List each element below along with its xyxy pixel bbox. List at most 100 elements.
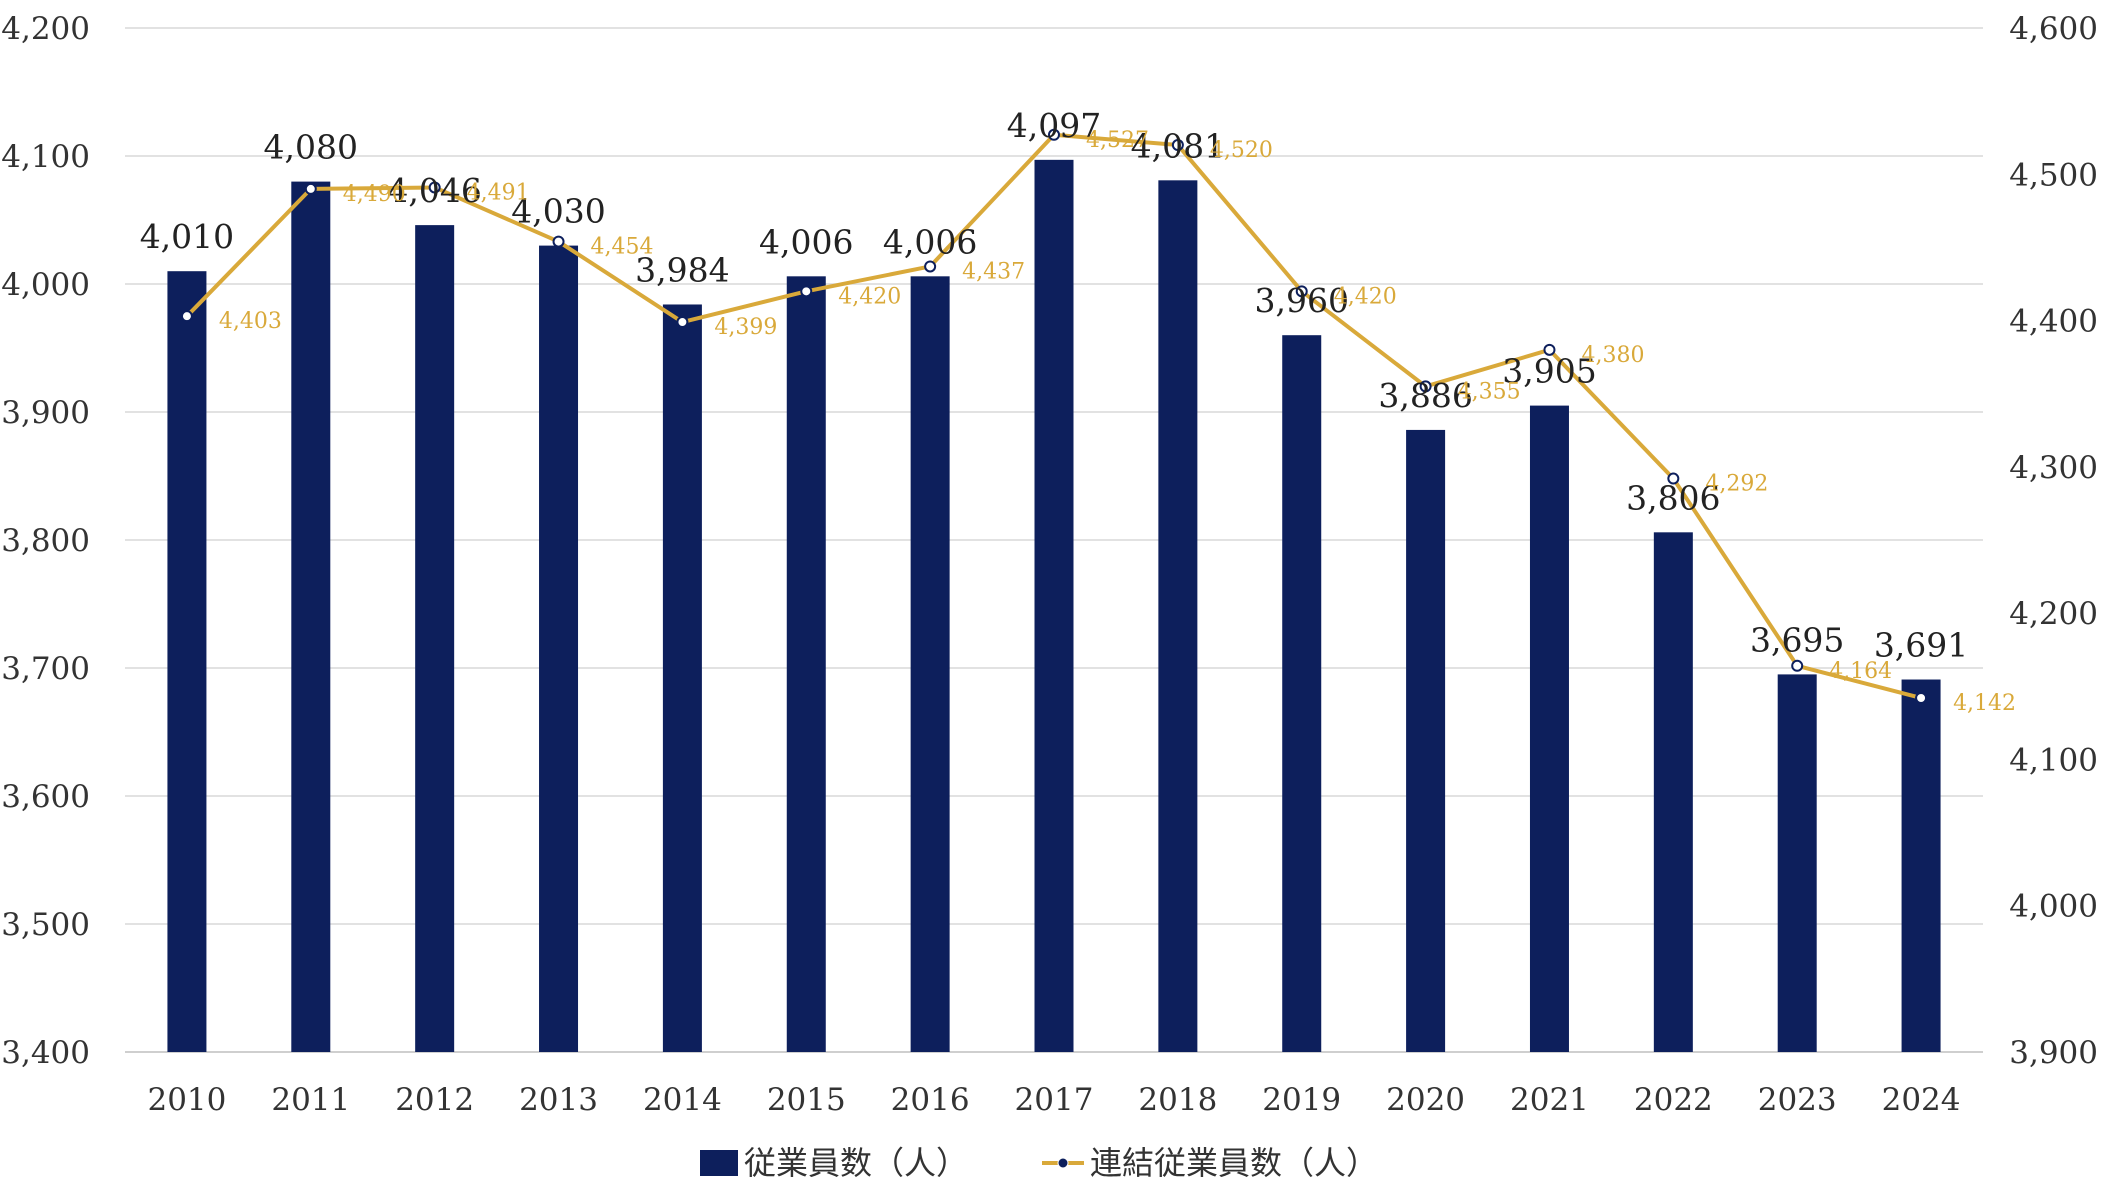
x-tick-label: 2010 — [147, 1082, 226, 1118]
x-tick-label: 2013 — [519, 1082, 598, 1118]
line-point — [924, 260, 937, 273]
x-tick-label: 2023 — [1758, 1082, 1837, 1118]
bar-data-labels: 4,010 4,080 4,046 4,030 3,984 4,006 4,006 4,097… — [140, 106, 1969, 665]
bar — [1529, 405, 1569, 1053]
line-data-label: 4,142 — [1953, 691, 2016, 716]
line-data-label: 4,520 — [1210, 138, 1273, 163]
line-point — [1791, 659, 1804, 672]
bar-data-label: 3,960 — [1254, 281, 1348, 320]
x-tick-label: 2016 — [891, 1082, 970, 1118]
left-tick-label: 3,700 — [1, 651, 90, 687]
bar — [1653, 532, 1693, 1052]
line-data-label: 4,380 — [1581, 343, 1644, 368]
right-tick-label: 4,100 — [2009, 742, 2098, 778]
line-point — [1295, 285, 1308, 298]
right-tick-label: 4,300 — [2009, 450, 2098, 486]
legend-bar-swatch — [700, 1150, 738, 1176]
line-data-label: 4,420 — [838, 284, 901, 309]
line-point — [800, 285, 813, 298]
bar — [1406, 429, 1446, 1052]
line-data-label: 4,292 — [1705, 472, 1768, 497]
bar-data-label: 3,886 — [1378, 376, 1472, 415]
line-point — [1171, 139, 1184, 152]
line-data-label: 4,399 — [714, 315, 777, 340]
x-tick-label: 2011 — [271, 1082, 350, 1118]
right-tick-label: 4,000 — [2009, 889, 2098, 925]
right-tick-label: 4,600 — [2009, 11, 2098, 47]
line-data-label: 4,355 — [1458, 379, 1521, 404]
bar — [291, 181, 331, 1053]
bar — [167, 271, 207, 1052]
bar-data-label: 3,695 — [1750, 620, 1844, 659]
left-tick-label: 3,600 — [1, 779, 90, 815]
line-point — [304, 182, 317, 195]
line-data-label: 4,527 — [1086, 128, 1149, 153]
right-tick-label: 3,900 — [2009, 1035, 2098, 1071]
bar-series — [167, 159, 1941, 1053]
line-data-label: 4,420 — [1334, 284, 1397, 309]
left-tick-label: 4,000 — [1, 267, 90, 303]
bar-data-label: 4,010 — [140, 217, 234, 256]
bar — [662, 304, 702, 1053]
left-tick-label: 4,200 — [1, 11, 90, 47]
x-tick-label: 2014 — [643, 1082, 722, 1118]
x-tick-label: 2021 — [1510, 1082, 1589, 1118]
bar — [415, 225, 455, 1052]
right-tick-label: 4,200 — [2009, 596, 2098, 632]
legend-line-marker — [1057, 1157, 1069, 1169]
line-point — [428, 181, 441, 194]
bar-data-label: 3,905 — [1502, 352, 1596, 391]
x-tick-label: 2015 — [767, 1082, 846, 1118]
x-tick-label: 2019 — [1262, 1082, 1341, 1118]
x-tick-label: 2017 — [1015, 1082, 1094, 1118]
line-point — [1915, 691, 1928, 704]
left-tick-label: 4,100 — [1, 139, 90, 175]
bar-data-label: 4,006 — [759, 222, 853, 261]
line-point — [676, 316, 689, 329]
line-data-label: 4,403 — [219, 309, 282, 334]
line-point — [180, 310, 193, 323]
bar — [1777, 674, 1817, 1052]
legend: 従業員数（人） 連結従業員数（人） — [700, 1144, 1378, 1182]
bar-data-label: 3,806 — [1626, 478, 1720, 517]
x-tick-label: 2020 — [1386, 1082, 1465, 1118]
legend-line-label: 連結従業員数（人） — [1090, 1144, 1378, 1182]
left-tick-label: 3,500 — [1, 907, 90, 943]
bar-data-label: 4,080 — [264, 128, 358, 167]
line-point — [1543, 343, 1556, 356]
line-point — [1419, 380, 1432, 393]
bar — [786, 276, 826, 1052]
bar — [1282, 335, 1322, 1052]
left-tick-label: 3,400 — [1, 1035, 90, 1071]
x-tick-label: 2012 — [395, 1082, 474, 1118]
bar-data-label: 4,097 — [1007, 106, 1101, 145]
line-data-label: 4,490 — [343, 182, 406, 207]
bar — [910, 276, 950, 1052]
bar-data-label: 4,081 — [1131, 126, 1225, 165]
bar-data-label: 4,030 — [511, 192, 605, 231]
right-tick-label: 4,400 — [2009, 304, 2098, 340]
line-point — [1667, 472, 1680, 485]
line-point — [1048, 128, 1060, 141]
bar-data-label: 4,046 — [387, 171, 481, 210]
legend-bar-label: 従業員数（人） — [744, 1144, 968, 1182]
bar — [1901, 679, 1941, 1052]
bar-data-label: 3,984 — [635, 250, 729, 289]
line-data-label: 4,454 — [591, 235, 654, 260]
bar — [1034, 159, 1074, 1053]
bar-data-label: 3,691 — [1874, 626, 1968, 665]
left-tick-label: 3,800 — [1, 523, 90, 559]
line-data-label: 4,437 — [962, 259, 1025, 284]
bar — [539, 245, 579, 1053]
right-axis: 3,900 4,000 4,100 4,200 4,300 4,400 4,500 4,600 — [2009, 11, 2098, 1071]
line-data-label: 4,164 — [1829, 659, 1892, 684]
left-axis: 3,400 3,500 3,600 3,700 3,800 3,900 4,000 4,100… — [1, 11, 90, 1071]
line-series — [180, 128, 1928, 704]
x-tick-label: 2022 — [1634, 1082, 1713, 1118]
line-data-labels: 4,403 4,490 4,491 4,454 4,399 4,420 4,437 4,527… — [219, 128, 2016, 716]
line-data-label: 4,491 — [467, 180, 530, 205]
line-point — [552, 235, 565, 248]
bar — [1158, 180, 1198, 1052]
right-tick-label: 4,500 — [2009, 157, 2098, 193]
